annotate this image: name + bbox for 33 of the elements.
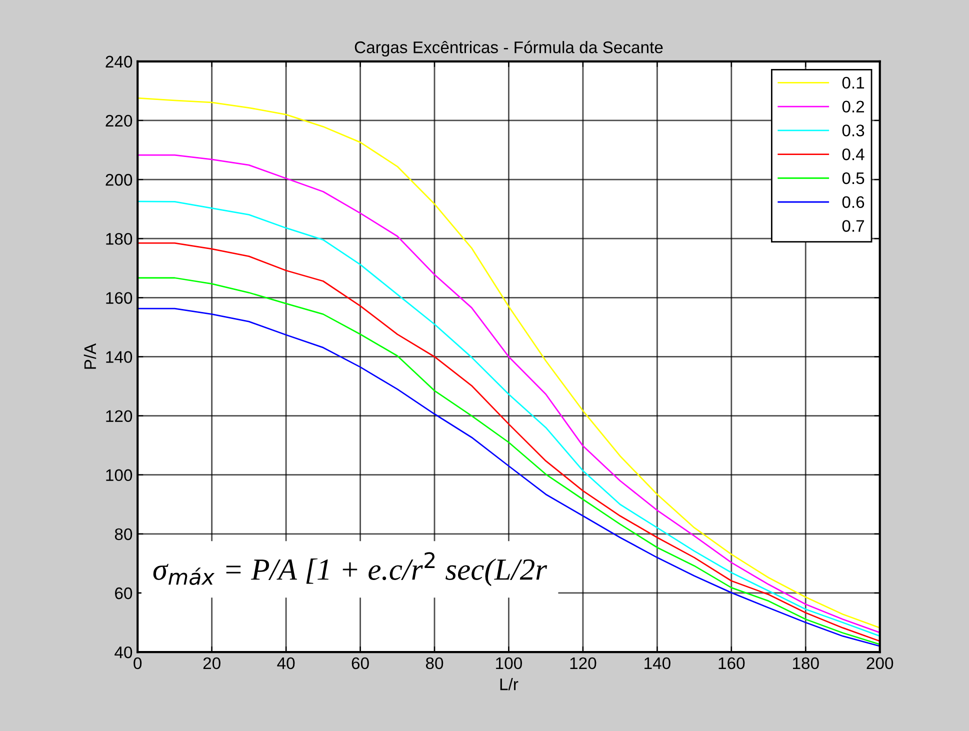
legend-label: 0.6 — [842, 196, 864, 208]
x-tick-label: 20 — [203, 657, 220, 670]
y-tick-label: 100 — [106, 469, 132, 482]
legend-label: 0.4 — [842, 148, 864, 160]
y-tick-label: 40 — [114, 646, 132, 658]
annotation: σ$_{máx}$ = P/A [1 + e.c/r$^{2}$ sec(L/2r — [153, 552, 548, 586]
y-tick-label: 160 — [106, 292, 132, 304]
x-tick-label: 0 — [134, 657, 142, 670]
chart-title: Cargas Excêntricas - Fórmula da Secante — [354, 40, 663, 57]
x-tick-label: 200 — [866, 657, 894, 670]
y-tick-label: 80 — [114, 528, 132, 540]
x-tick-label: 60 — [352, 657, 369, 670]
y-tick-label: 220 — [106, 114, 132, 127]
legend-label: 0.1 — [842, 76, 864, 89]
x-tick-label: 80 — [426, 657, 444, 670]
y-tick-label: 200 — [106, 174, 132, 186]
legend-label: 0.3 — [842, 124, 864, 136]
y-axis-title: P/A — [84, 343, 96, 369]
x-tick-label: 180 — [792, 657, 819, 670]
y-tick-label: 240 — [106, 56, 132, 68]
x-tick-label: 100 — [496, 657, 522, 670]
y-tick-label: 180 — [106, 233, 132, 245]
y-tick-label: 60 — [115, 587, 132, 600]
legend-label: 0.5 — [842, 172, 864, 184]
x-tick-label: 40 — [277, 657, 295, 670]
text: 0.7 — [842, 220, 864, 232]
y-tick-label: 140 — [106, 351, 132, 363]
legend-label: 0.2 — [842, 100, 864, 113]
x-tick-label: 120 — [570, 657, 596, 670]
y-tick-label: 120 — [106, 410, 132, 422]
x-axis-title: L/r — [500, 678, 518, 690]
x-tick-label: 160 — [718, 657, 745, 670]
x-tick-label: 140 — [644, 657, 670, 670]
